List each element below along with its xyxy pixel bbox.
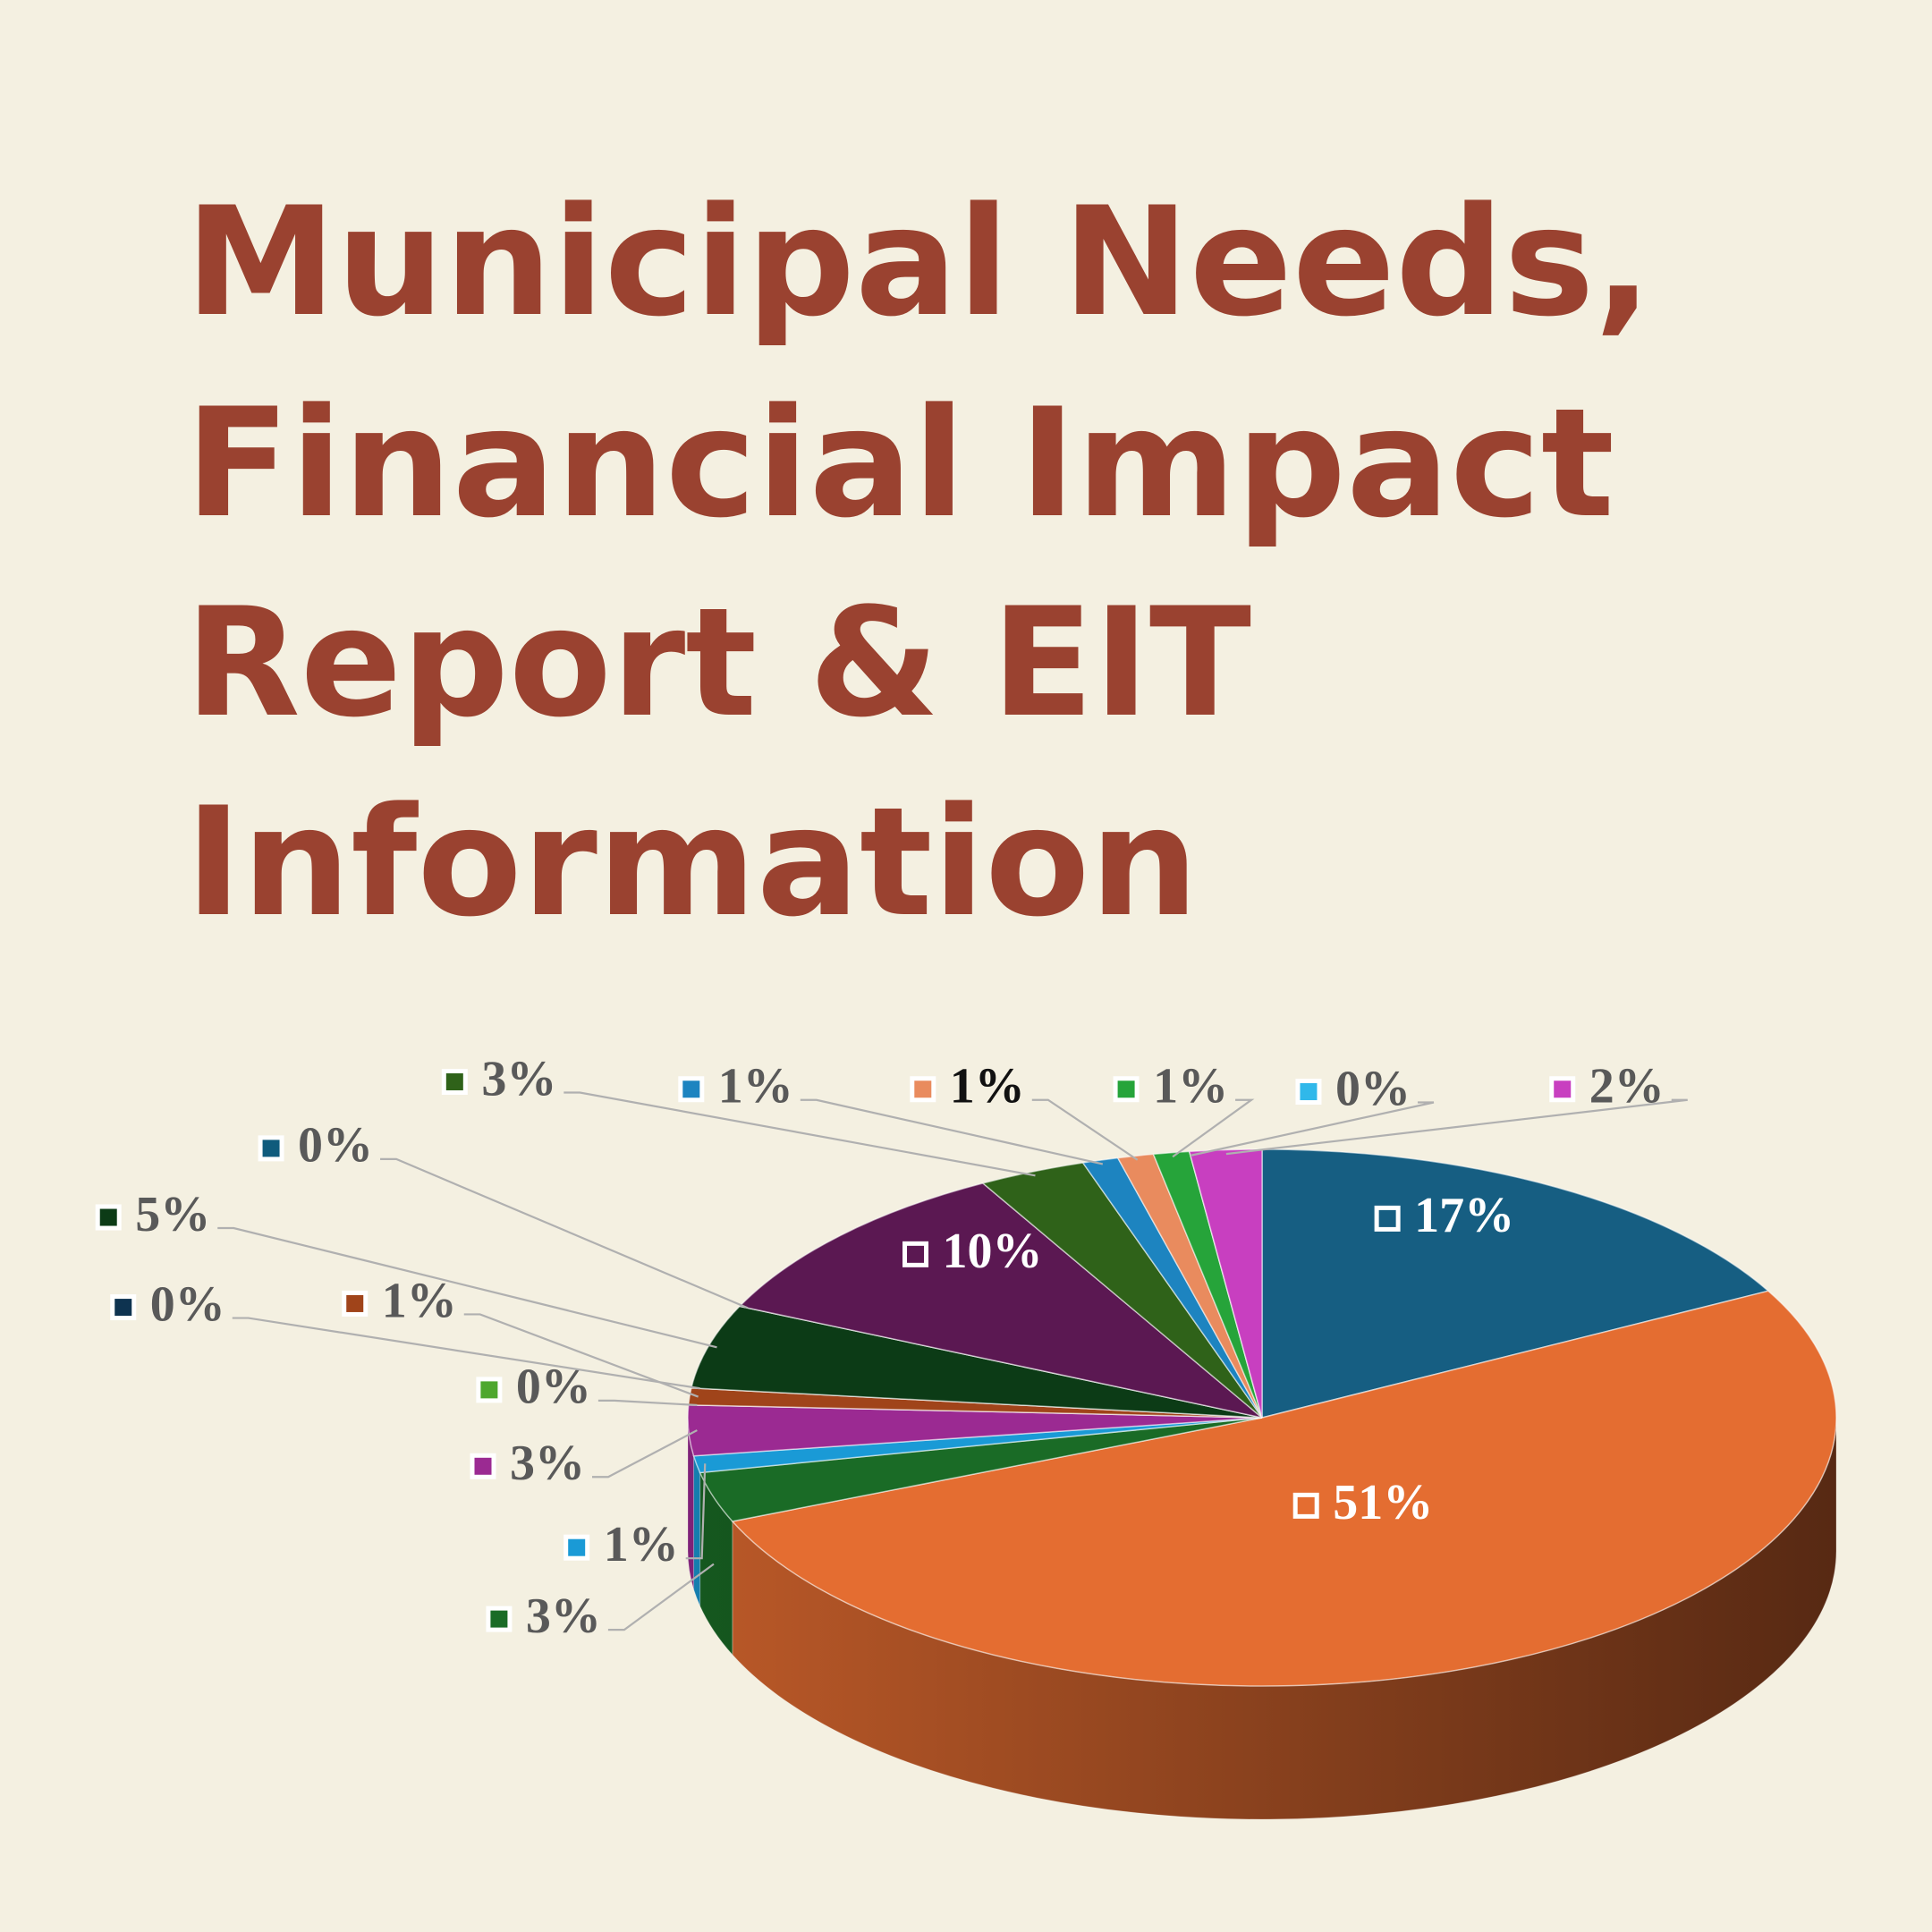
leader-line — [607, 1563, 715, 1631]
leader-line — [380, 1157, 749, 1309]
leader-line — [1031, 1098, 1139, 1161]
data-label: 1% — [950, 1059, 1025, 1114]
leader-line — [800, 1098, 1104, 1165]
label-marker — [342, 1290, 369, 1317]
label-marker — [486, 1606, 513, 1632]
data-label: 3% — [481, 1051, 556, 1106]
label-marker — [95, 1204, 122, 1231]
data-label: 0% — [150, 1276, 225, 1332]
data-label: 2% — [1589, 1059, 1665, 1114]
data-label: 0% — [1335, 1061, 1411, 1116]
title: Municipal Needs, Financial Impact Report… — [185, 174, 1652, 950]
data-label: 0% — [298, 1118, 373, 1174]
label-marker — [258, 1135, 284, 1162]
leader-line — [592, 1429, 698, 1479]
pie-sides — [687, 1417, 1837, 1820]
data-label: 3% — [510, 1436, 585, 1491]
pie-slice — [738, 1182, 1263, 1419]
title-line: Municipal Needs, — [185, 174, 1652, 350]
label-marker — [910, 1076, 936, 1103]
leader-line — [232, 1317, 700, 1390]
leader-line — [597, 1399, 698, 1407]
leader-line — [685, 1463, 707, 1560]
data-label: 1% — [604, 1517, 679, 1572]
leader-line — [1190, 1101, 1435, 1157]
pie-top — [687, 1148, 1837, 1687]
pie-slice-side — [693, 1455, 701, 1606]
leader-line — [217, 1226, 717, 1349]
leader-line — [1172, 1098, 1255, 1158]
pie-slice — [1261, 1148, 1770, 1419]
data-label: 5% — [135, 1187, 210, 1242]
label-marker — [441, 1068, 468, 1095]
label-marker — [1113, 1076, 1140, 1103]
label-marker — [110, 1294, 137, 1321]
data-label: 0% — [516, 1360, 591, 1415]
leader-line — [463, 1313, 699, 1398]
data-label: 17% — [1414, 1188, 1514, 1243]
data-label: 10% — [943, 1224, 1043, 1279]
data-label: 1% — [1153, 1059, 1228, 1114]
data-labels: 17%51%3%1%3%0%1%0%5%0%10%3% 1% 1% 1% 0% 2% — [95, 1051, 1688, 1644]
label-marker — [564, 1534, 590, 1561]
label-marker — [476, 1377, 503, 1403]
label-marker — [470, 1453, 496, 1479]
title-line: Report & EIT — [185, 575, 1251, 750]
data-label: 51% — [1333, 1475, 1433, 1530]
title-line: Financial Impact — [185, 376, 1614, 551]
label-marker — [1549, 1076, 1576, 1103]
data-label: 3% — [526, 1589, 601, 1644]
label-marker — [1295, 1079, 1322, 1106]
pie-slice — [731, 1290, 1837, 1687]
leader-line — [1225, 1098, 1688, 1156]
label-marker — [1374, 1205, 1401, 1232]
label-marker — [902, 1241, 929, 1267]
leader-line — [564, 1091, 1036, 1177]
title-line: Information — [185, 775, 1199, 950]
label-marker — [678, 1076, 705, 1103]
data-label: 1% — [382, 1273, 457, 1328]
data-label: 1% — [718, 1059, 793, 1114]
label-marker — [1292, 1492, 1319, 1519]
